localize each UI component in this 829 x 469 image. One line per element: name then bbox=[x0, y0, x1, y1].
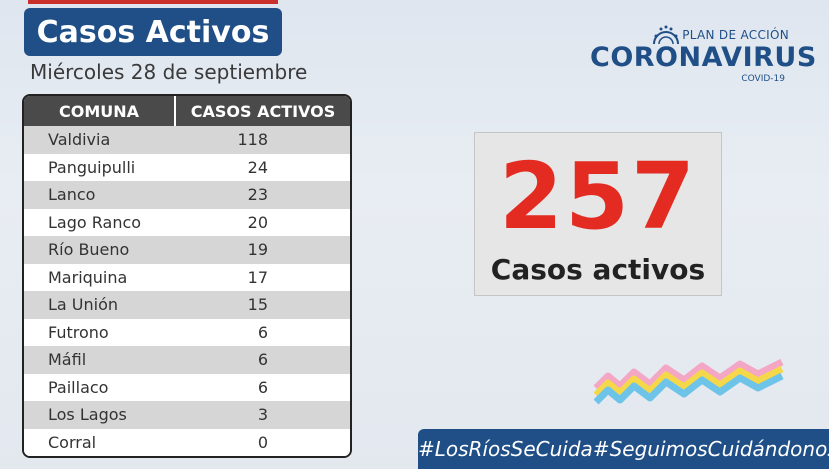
cell-casos: 6 bbox=[257, 350, 268, 370]
date-label: Miércoles 28 de septiembre bbox=[30, 60, 308, 84]
cell-comuna: Valdivia bbox=[48, 130, 111, 150]
cell-comuna: La Unión bbox=[48, 295, 119, 315]
cell-casos: 23 bbox=[247, 185, 268, 205]
cell-comuna: Mariquina bbox=[48, 267, 128, 287]
cases-table: COMUNA CASOS ACTIVOS Valdivia 118 Panguip… bbox=[22, 94, 352, 458]
total-value: 257 bbox=[498, 143, 698, 250]
table-row: Máfil 6 bbox=[24, 346, 350, 374]
virus-icon bbox=[653, 25, 679, 44]
cell-comuna: Río Bueno bbox=[48, 240, 130, 260]
cell-casos: 15 bbox=[247, 295, 268, 315]
page-title: Casos Activos bbox=[24, 8, 282, 56]
wave-graphic-icon bbox=[594, 358, 784, 405]
column-header-comuna: COMUNA bbox=[24, 96, 176, 126]
cell-comuna: Los Lagos bbox=[48, 405, 127, 425]
total-label: Casos activos bbox=[490, 253, 706, 286]
table-row: Valdivia 118 bbox=[24, 126, 350, 154]
cell-comuna: Lago Ranco bbox=[48, 212, 142, 232]
cell-casos: 6 bbox=[257, 322, 268, 342]
cell-comuna: Paillaco bbox=[48, 377, 109, 397]
table-body: Valdivia 118 Panguipulli 24 Lanco 23 Lago R… bbox=[24, 126, 350, 456]
cell-comuna: Panguipulli bbox=[48, 157, 136, 177]
table-row: Paillaco 6 bbox=[24, 373, 350, 401]
hashtag-bar: #LosRíosSeCuida #SeguimosCuidándonos bbox=[418, 429, 829, 469]
cell-casos: 6 bbox=[257, 377, 268, 397]
coronavirus-logo: PLAN DE ACCIÓN CORONAVIRUS COVID-19 bbox=[590, 24, 816, 84]
table-row: Corral 0 bbox=[24, 428, 350, 456]
cell-casos: 19 bbox=[247, 240, 268, 260]
logo-plan-text: PLAN DE ACCIÓN bbox=[682, 28, 789, 42]
table-row: Los Lagos 3 bbox=[24, 401, 350, 429]
table-row: Lanco 23 bbox=[24, 181, 350, 209]
table-row: Mariquina 17 bbox=[24, 263, 350, 291]
cell-comuna: Futrono bbox=[48, 322, 109, 342]
cell-casos: 17 bbox=[247, 267, 268, 287]
cell-casos: 3 bbox=[257, 405, 268, 425]
hashtag-seguimos: #SeguimosCuidándonos bbox=[592, 437, 829, 461]
cell-comuna: Máfil bbox=[48, 350, 87, 370]
logo-name: CORONAVIRUS bbox=[590, 42, 817, 73]
logo-sub: COVID-19 bbox=[741, 74, 785, 84]
cell-casos: 20 bbox=[247, 212, 268, 232]
table-row: Futrono 6 bbox=[24, 318, 350, 346]
table-header: COMUNA CASOS ACTIVOS bbox=[24, 96, 350, 126]
cell-comuna: Corral bbox=[48, 432, 97, 452]
cell-casos: 118 bbox=[237, 130, 268, 150]
table-row: Panguipulli 24 bbox=[24, 153, 350, 181]
column-header-casos: CASOS ACTIVOS bbox=[190, 101, 336, 121]
total-box: 257 Casos activos bbox=[474, 132, 722, 296]
table-row: Río Bueno 19 bbox=[24, 236, 350, 264]
cell-casos: 24 bbox=[247, 157, 268, 177]
cell-casos: 0 bbox=[257, 432, 268, 452]
table-row: Lago Ranco 20 bbox=[24, 208, 350, 236]
hashtag-losrios: #LosRíosSeCuida bbox=[418, 437, 593, 461]
table-row: La Unión 15 bbox=[24, 291, 350, 319]
top-accent-line bbox=[28, 0, 278, 4]
cell-comuna: Lanco bbox=[48, 185, 96, 205]
